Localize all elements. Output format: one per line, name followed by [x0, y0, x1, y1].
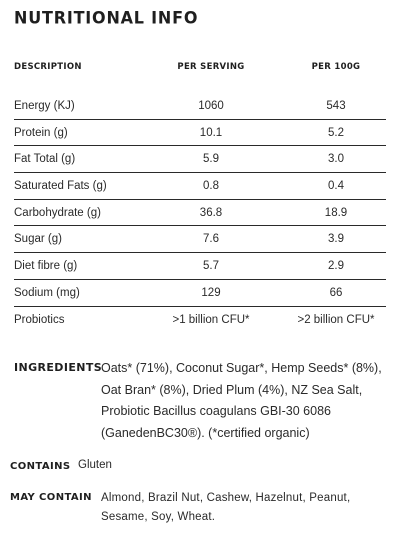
row-description: Diet fibre (g): [14, 260, 78, 273]
header-per-100g: PER 100G: [311, 62, 361, 72]
contains-text: Gluten: [78, 459, 112, 471]
row-description: Sodium (mg): [14, 286, 80, 299]
ingredients-label: INGREDIENTS: [14, 361, 103, 374]
row-per-100g: 0.4: [328, 180, 344, 193]
row-per-serving: 5.7: [203, 260, 219, 273]
row-per-serving: 10.1: [199, 126, 223, 139]
table-row: Protein (g) 10.1 5.2: [14, 120, 386, 147]
table-row: Sugar (g) 7.6 3.9: [14, 226, 386, 254]
row-description: Protein (g): [14, 126, 68, 139]
table-header: DESCRIPTION PER SERVING PER 100G: [14, 62, 386, 76]
row-description: Fat Total (g): [14, 153, 76, 166]
table-row: Carbohydrate (g) 36.8 18.9: [14, 200, 386, 227]
row-per-100g: 2.9: [328, 260, 344, 273]
row-per-100g: 543: [326, 100, 346, 112]
row-per-serving: 7.6: [203, 233, 219, 246]
row-per-100g: 3.0: [328, 153, 344, 166]
row-per-serving: 36.8: [199, 206, 223, 219]
row-description: Sugar (g): [14, 233, 62, 246]
row-description: Saturated Fats (g): [14, 180, 107, 193]
row-per-serving: 129: [201, 286, 221, 299]
header-per-serving: PER SERVING: [177, 62, 245, 72]
table-row: Probiotics >1 billion CFU* >2 billion CF…: [14, 307, 386, 334]
row-description: Energy (KJ): [14, 100, 75, 112]
contains-label: CONTAINS: [10, 461, 71, 472]
may-contain-label: MAY CONTAIN: [10, 492, 92, 503]
row-per-serving: >1 billion CFU*: [172, 313, 250, 326]
table-row: Energy (KJ) 1060 543: [14, 93, 386, 120]
row-per-serving: 1060: [198, 100, 224, 112]
row-per-100g: >2 billion CFU*: [297, 313, 375, 326]
may-contain-text: Almond, Brazil Nut, Cashew, Hazelnut, Pe…: [101, 492, 351, 523]
row-per-serving: 5.9: [203, 153, 219, 166]
row-description: Carbohydrate (g): [14, 206, 101, 219]
table-row: Sodium (mg) 129 66: [14, 280, 386, 307]
table-row: Saturated Fats (g) 0.8 0.4: [14, 173, 386, 200]
page-title: NUTRITIONAL INFO: [14, 7, 199, 28]
table-row: Diet fibre (g) 5.7 2.9: [14, 253, 386, 280]
nutrition-table: Energy (KJ) 1060 543 Protein (g) 10.1 5.…: [14, 93, 386, 333]
row-per-100g: 5.2: [328, 126, 344, 139]
ingredients-text: Oats* (71%), Coconut Sugar*, Hemp Seeds*…: [101, 361, 382, 440]
header-description: DESCRIPTION: [14, 62, 82, 72]
row-per-serving: 0.8: [203, 180, 219, 193]
row-description: Probiotics: [14, 313, 65, 326]
row-per-100g: 66: [329, 286, 343, 299]
row-per-100g: 3.9: [328, 233, 344, 246]
table-row: Fat Total (g) 5.9 3.0: [14, 146, 386, 174]
row-per-100g: 18.9: [324, 206, 348, 219]
